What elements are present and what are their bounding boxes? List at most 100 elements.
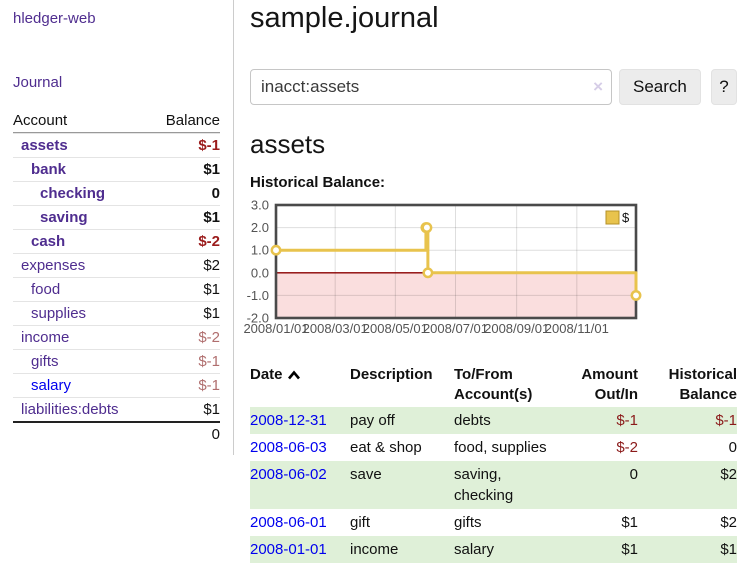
transaction-balance: $2 xyxy=(720,514,737,531)
transaction-accounts: food, supplies xyxy=(454,439,547,456)
sort-asc-icon xyxy=(287,370,300,380)
x-tick-label: 2008/07/01 xyxy=(423,321,488,336)
transaction-date-link-cell: 2008-06-02 xyxy=(250,461,346,509)
transaction-date-link[interactable]: 2008-06-02 xyxy=(250,466,327,483)
account-row: food $1 xyxy=(13,277,220,301)
column-header-description: Description xyxy=(350,366,433,383)
account-balance: $-2 xyxy=(198,329,220,346)
account-row: income $-2 xyxy=(13,325,220,349)
register-row: 2008-01-01 income salary $1 $1 xyxy=(250,536,737,563)
column-header-amount: Amount Out/In xyxy=(581,366,638,403)
transaction-amount: $1 xyxy=(621,514,638,531)
sidebar-account-link-checking[interactable]: checking xyxy=(40,185,106,202)
y-tick-label: -1.0 xyxy=(247,288,269,303)
transaction-date-link[interactable]: 2008-06-03 xyxy=(250,439,327,456)
clear-search-icon[interactable]: × xyxy=(593,77,603,96)
transaction-date-link[interactable]: 2008-12-31 xyxy=(250,412,327,429)
sidebar-account-link-expenses[interactable]: expenses xyxy=(21,257,86,274)
transaction-accounts: gifts xyxy=(454,514,482,531)
transaction-date-link[interactable]: 2008-06-01 xyxy=(250,514,327,531)
account-row: gifts $-1 xyxy=(13,349,220,373)
main-content: sample.journal × Search ? assets Histori… xyxy=(243,0,737,582)
account-row: liabilities:debts $1 xyxy=(13,397,220,421)
y-tick-label: 3.0 xyxy=(251,200,269,213)
sidebar-account-link-income[interactable]: income xyxy=(21,329,70,346)
x-tick-label: 2008/11/01 xyxy=(545,321,609,336)
account-balance: $1 xyxy=(203,281,220,298)
y-tick-label: 1.0 xyxy=(251,243,269,258)
account-row: salary $-1 xyxy=(13,373,220,397)
search-box: × xyxy=(250,69,612,105)
chart-legend-swatch xyxy=(605,210,620,225)
transaction-description: pay off xyxy=(346,407,450,434)
help-button[interactable]: ? xyxy=(710,69,737,105)
sidebar-item-journal[interactable]: Journal xyxy=(13,74,63,91)
transaction-date-link[interactable]: 2008-01-01 xyxy=(250,541,327,558)
x-tick-label: 2008/03/01 xyxy=(303,321,368,336)
transaction-date-link-cell: 2008-06-03 xyxy=(250,434,346,461)
account-row: cash $-2 xyxy=(13,229,220,253)
x-tick-label: 2008/05/01 xyxy=(363,321,428,336)
transaction-date-link-cell: 2008-01-01 xyxy=(250,536,346,563)
data-point-marker xyxy=(421,222,433,234)
register-header-row: Date Description To/From Account(s) Amou… xyxy=(250,363,737,407)
plot-border xyxy=(274,203,638,320)
account-row: expenses $2 xyxy=(13,253,220,277)
sidebar-account-link-bank[interactable]: bank xyxy=(31,161,67,178)
sidebar-account-link-assets[interactable]: assets xyxy=(21,137,68,154)
register-section: Date Description To/From Account(s) Amou… xyxy=(250,363,737,563)
sidebar-account-link-saving[interactable]: saving xyxy=(40,209,88,226)
data-point-marker xyxy=(270,244,282,256)
column-header-date[interactable]: Date xyxy=(250,363,346,407)
account-tree-total-row: 0 xyxy=(13,421,220,446)
y-tick-label: -2.0 xyxy=(247,311,269,326)
transaction-date-link-cell: 2008-12-31 xyxy=(250,407,346,434)
search-input[interactable] xyxy=(250,69,612,105)
search-bar: × Search ? xyxy=(250,69,737,105)
chart-title: Historical Balance: xyxy=(250,174,386,191)
data-point-marker xyxy=(630,289,642,301)
transaction-balance: $2 xyxy=(642,461,737,509)
transaction-accounts: saving, checking xyxy=(450,461,558,509)
account-heading: assets xyxy=(250,129,326,159)
account-balance: $1 xyxy=(203,161,220,178)
data-point-marker xyxy=(422,267,434,279)
account-tree-header: Account Balance xyxy=(13,109,220,133)
transaction-amount: $1 xyxy=(558,536,642,563)
register-row: 2008-06-02 save saving, checking 0 $2 xyxy=(250,461,737,509)
account-row: bank $1 xyxy=(13,157,220,181)
account-row: checking 0 xyxy=(13,181,220,205)
sidebar-account-link-gifts[interactable]: gifts xyxy=(31,353,59,370)
account-row: supplies $1 xyxy=(13,301,220,325)
account-balance: $-1 xyxy=(198,377,220,394)
app-brand-link[interactable]: hledger-web xyxy=(13,10,96,27)
sidebar-account-link-cash[interactable]: cash xyxy=(31,233,66,250)
column-header-accounts: To/From Account(s) xyxy=(454,366,533,403)
transaction-accounts: debts xyxy=(450,407,558,434)
sidebar-account-link-supplies[interactable]: supplies xyxy=(31,305,87,322)
account-balance: $2 xyxy=(203,257,220,274)
account-balance: $1 xyxy=(203,305,220,322)
page-title: sample.journal xyxy=(250,2,439,34)
transaction-balance: $1 xyxy=(642,536,737,563)
transaction-accounts: salary xyxy=(450,536,558,563)
account-tree: Account Balance assets $-1 bank $1 checking 0… xyxy=(13,109,220,446)
y-tick-label: 0.0 xyxy=(251,265,269,280)
account-row: assets $-1 xyxy=(13,133,220,157)
transaction-balance: $-1 xyxy=(642,407,737,434)
account-row: saving $1 xyxy=(13,205,220,229)
chart-legend-label: $ xyxy=(622,210,630,225)
sidebar-account-link-liabilities-debts[interactable]: liabilities:debts xyxy=(21,401,119,418)
transaction-amount: 0 xyxy=(558,461,642,509)
column-header-balance: Historical Balance xyxy=(668,366,737,403)
account-balance: $-2 xyxy=(198,233,220,250)
transaction-amount: $-1 xyxy=(558,407,642,434)
search-button[interactable]: Search xyxy=(619,69,701,105)
transaction-date-link-cell: 2008-06-01 xyxy=(250,509,346,536)
sidebar-account-link-food[interactable]: food xyxy=(31,281,61,298)
transaction-description: income xyxy=(346,536,450,563)
register-row: 2008-06-01 gift gifts $1 $2 xyxy=(250,509,737,536)
sidebar-account-link-salary[interactable]: salary xyxy=(31,377,72,394)
balance-chart: $3.0 2.0 1.0 0.0 -1.0 -2.02008/01/012008/03/0… xyxy=(243,198,642,336)
